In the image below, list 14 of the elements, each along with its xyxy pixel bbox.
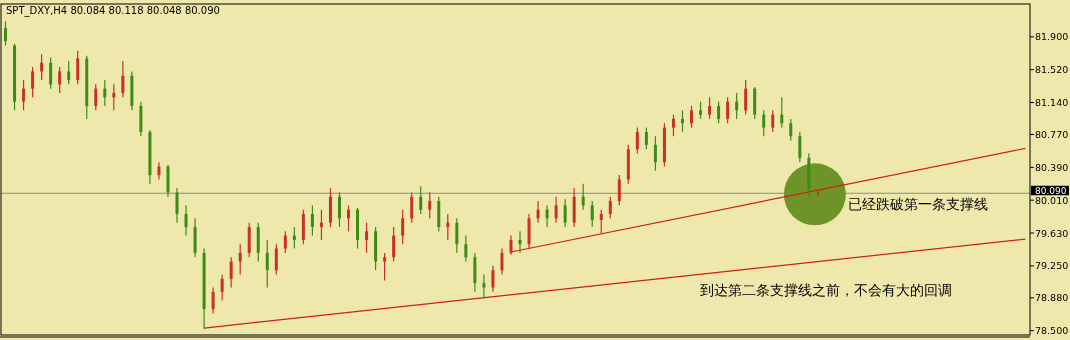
annotation: 已经跌破第一条支撑线 [848, 196, 988, 212]
y-tick-label: 79.250 [1035, 260, 1069, 272]
ref-line-label: 80.090 [1035, 185, 1067, 196]
y-tick-label: 80.010 [1035, 194, 1069, 206]
y-tick-label: 80.390 [1035, 161, 1069, 173]
chart-title: SPT_DXY,H4 80.084 80.118 80.048 80.090 [6, 5, 220, 17]
y-tick-label: 79.630 [1035, 227, 1069, 239]
annotation: 到达第二条支撑线之前，不会有大的回调 [700, 282, 952, 298]
y-tick-label: 78.500 [1035, 325, 1069, 337]
y-tick-label: 81.140 [1035, 97, 1069, 109]
y-tick-label: 81.520 [1035, 64, 1069, 76]
y-tick-label: 81.900 [1035, 31, 1069, 43]
y-tick-label: 78.880 [1035, 292, 1069, 304]
y-tick-label: 80.770 [1035, 129, 1069, 140]
